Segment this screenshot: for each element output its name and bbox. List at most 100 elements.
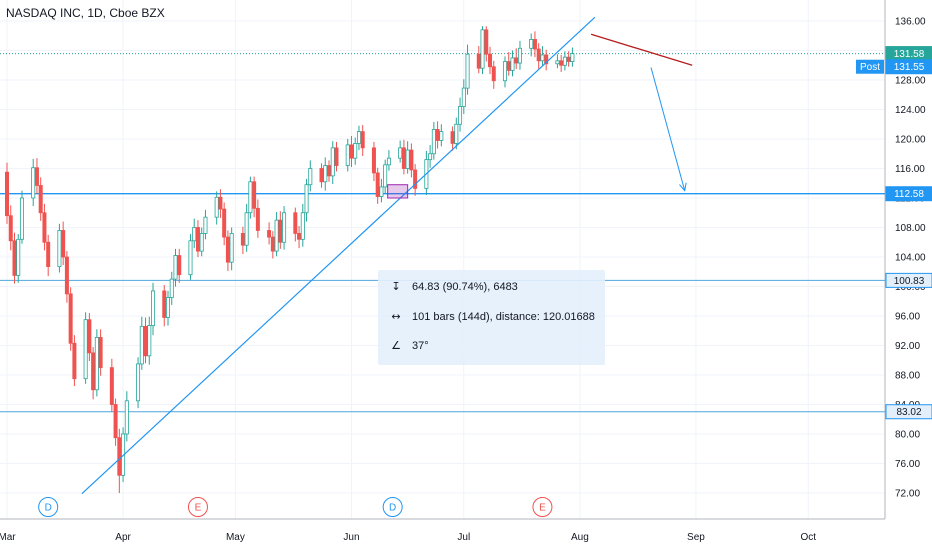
candle-body bbox=[345, 144, 350, 166]
candle-body bbox=[98, 336, 103, 369]
candle-body bbox=[12, 240, 17, 276]
candle-body bbox=[169, 278, 174, 298]
candle-body bbox=[323, 165, 328, 183]
candle-body bbox=[405, 149, 410, 169]
price-tag-label: 100.83 bbox=[894, 276, 925, 287]
candle-body bbox=[413, 169, 418, 189]
candle-body bbox=[218, 196, 223, 210]
candle-body bbox=[139, 325, 144, 365]
price-tag bbox=[885, 272, 932, 288]
candle-body bbox=[570, 53, 575, 62]
candle-body bbox=[166, 297, 171, 318]
candle-body bbox=[252, 181, 257, 209]
candle-body bbox=[173, 255, 178, 280]
time-range-icon: ↔ bbox=[391, 310, 401, 323]
y-tick-label: 136.00 bbox=[895, 17, 926, 28]
candle-body bbox=[356, 131, 361, 144]
x-tick-label: Sep bbox=[687, 532, 705, 543]
candle-body bbox=[38, 185, 43, 214]
info-angle: 37° bbox=[412, 340, 429, 352]
info-bars: 101 bars (144d), distance: 120.01688 bbox=[412, 311, 595, 323]
candle-body bbox=[517, 47, 522, 64]
candle-body bbox=[274, 219, 279, 252]
candle-body bbox=[371, 147, 376, 174]
candle-body bbox=[282, 212, 287, 243]
candle-body bbox=[222, 208, 227, 238]
candle-body bbox=[431, 129, 436, 155]
candle-body bbox=[465, 53, 470, 89]
candle-body bbox=[488, 53, 493, 68]
price-tag bbox=[885, 59, 932, 75]
earnings-marker-label: E bbox=[539, 503, 546, 514]
y-tick-label: 80.00 bbox=[895, 430, 920, 441]
candle-body bbox=[270, 236, 275, 252]
y-tick-label: 96.00 bbox=[895, 312, 920, 323]
candle-body bbox=[379, 186, 384, 197]
price-tag-label: 112.58 bbox=[894, 189, 924, 200]
candle-body bbox=[476, 53, 481, 69]
price-tag-label: 131.55 bbox=[894, 62, 925, 73]
candle-body bbox=[398, 147, 403, 159]
candle-body bbox=[162, 290, 167, 318]
price-tag bbox=[885, 404, 932, 420]
candle-body bbox=[300, 212, 305, 240]
price-tag-label: 131.58 bbox=[894, 49, 925, 60]
dividend-marker-label: D bbox=[45, 503, 52, 514]
candle-body bbox=[319, 168, 324, 183]
post-market-label: Post bbox=[860, 62, 880, 73]
candle-body bbox=[42, 212, 47, 243]
candle-body bbox=[536, 48, 541, 62]
candle-body bbox=[360, 131, 365, 149]
y-tick-label: 116.00 bbox=[895, 164, 925, 175]
candle-body bbox=[83, 319, 88, 380]
candle-body bbox=[439, 131, 444, 141]
candle-body bbox=[532, 39, 537, 50]
candle-body bbox=[147, 325, 152, 357]
x-tick-label: Jun bbox=[343, 532, 359, 543]
candle-body bbox=[68, 293, 73, 344]
dividend-marker bbox=[382, 497, 403, 517]
x-tick-label: Aug bbox=[571, 532, 589, 543]
candle-body bbox=[143, 325, 148, 357]
angle-icon: ∠ bbox=[391, 339, 401, 352]
info-bars-row: ↔ 101 bars (144d), distance: 120.01688 bbox=[388, 309, 595, 325]
dividend-marker bbox=[38, 497, 59, 517]
price-tag-label: 83.02 bbox=[896, 407, 921, 418]
candle-body bbox=[293, 212, 298, 234]
info-angle-row: ∠ 37° bbox=[388, 338, 429, 354]
candle-body bbox=[480, 29, 485, 69]
candle-body bbox=[8, 215, 13, 242]
candle-body bbox=[248, 181, 253, 214]
candle-body bbox=[199, 232, 204, 252]
measure-box bbox=[387, 184, 409, 199]
candle-body bbox=[16, 238, 21, 276]
candle-body bbox=[386, 157, 391, 166]
candle-body bbox=[502, 61, 507, 82]
info-range: 64.83 (90.74%), 6483 bbox=[412, 281, 518, 293]
candle-body bbox=[214, 196, 219, 218]
candle-body bbox=[562, 56, 567, 66]
candle-body bbox=[61, 230, 66, 258]
candle-body bbox=[327, 165, 332, 177]
post-market-tag bbox=[856, 59, 884, 74]
candle-body bbox=[117, 437, 122, 476]
candle-body bbox=[555, 60, 560, 65]
earnings-marker bbox=[532, 497, 553, 517]
projection-arrow-head bbox=[679, 182, 687, 192]
candle-body bbox=[124, 400, 129, 435]
x-tick-label: Jul bbox=[457, 532, 470, 543]
candle-body bbox=[510, 57, 515, 71]
candle-body bbox=[244, 212, 249, 246]
y-tick-label: 108.00 bbox=[895, 223, 926, 234]
chart-title: NASDAQ INC, 1D, Cboe BZX bbox=[6, 6, 165, 20]
candle-body bbox=[255, 207, 260, 231]
candle-body bbox=[349, 144, 354, 159]
resistance-line bbox=[590, 33, 693, 66]
candle-body bbox=[353, 143, 358, 159]
candle-body bbox=[34, 167, 39, 186]
candle-body bbox=[151, 290, 156, 326]
candle-body bbox=[240, 232, 245, 246]
y-tick-label: 72.00 bbox=[895, 489, 920, 500]
